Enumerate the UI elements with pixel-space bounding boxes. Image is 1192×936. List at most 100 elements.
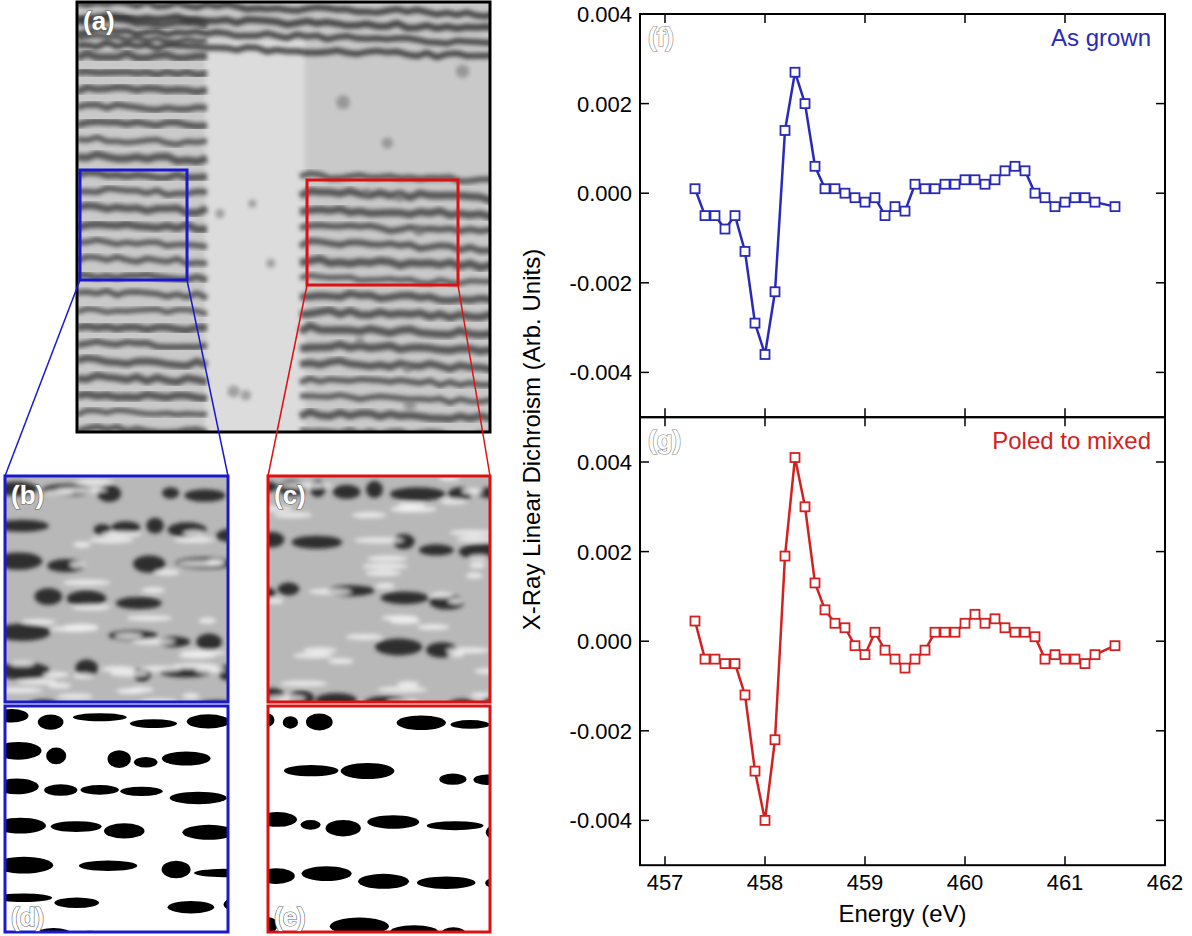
panel-letter: (g) [648, 425, 681, 455]
texture [390, 487, 445, 501]
texture [377, 687, 427, 693]
texture [300, 361, 490, 369]
texture [300, 259, 490, 268]
texture [362, 563, 408, 569]
texture [51, 821, 102, 832]
data-point [1081, 193, 1090, 202]
texture [216, 528, 228, 543]
texture [456, 64, 469, 77]
y-tick-label: 0.000 [577, 181, 632, 206]
texture [330, 918, 389, 932]
zoom-line [458, 285, 490, 476]
texture [241, 390, 251, 400]
panel-title: As grown [1051, 24, 1151, 51]
data-point [1051, 202, 1060, 211]
texture [341, 763, 395, 779]
data-point [1091, 198, 1100, 207]
texture [5, 479, 228, 702]
texture [77, 309, 207, 314]
texture [268, 598, 283, 604]
texture [89, 537, 134, 543]
panel-border [77, 2, 490, 432]
texture [394, 192, 404, 202]
texture [79, 861, 138, 871]
texture [57, 693, 93, 699]
texture [446, 647, 490, 653]
y-tick [640, 820, 649, 822]
series-line [695, 72, 1115, 354]
texture [116, 688, 142, 694]
texture [382, 137, 393, 148]
texture [162, 861, 191, 878]
texture [46, 748, 66, 765]
data-point [811, 578, 820, 587]
texture [248, 199, 256, 207]
x-tick-label: 461 [1047, 870, 1084, 895]
texture [283, 716, 298, 729]
texture [162, 752, 211, 766]
texture [22, 619, 56, 625]
panel-border [5, 476, 228, 702]
texture [268, 532, 284, 548]
data-point [951, 628, 960, 637]
texture [402, 506, 436, 512]
texture [174, 537, 214, 543]
texture [35, 588, 63, 605]
data-point [1061, 655, 1070, 664]
texture [66, 591, 106, 607]
background [268, 706, 490, 932]
texture [175, 557, 228, 569]
texture [80, 785, 118, 795]
panel-title: Poled to mixed [992, 427, 1151, 454]
micrograph [268, 706, 490, 932]
texture [352, 512, 387, 518]
texture [328, 658, 354, 664]
texture [43, 672, 69, 678]
texture [177, 561, 224, 567]
zoom-line [5, 280, 80, 476]
x-tick-label: 458 [747, 870, 784, 895]
texture [5, 687, 43, 693]
data-point [1031, 189, 1040, 198]
texture [77, 2, 490, 16]
texture [414, 226, 424, 236]
texture [358, 874, 409, 889]
y-tick [640, 372, 649, 374]
data-point [1041, 655, 1050, 664]
data-point [1021, 166, 1030, 175]
texture [130, 719, 177, 728]
texture [182, 693, 199, 699]
data-point [751, 319, 760, 328]
x-tick [964, 417, 966, 426]
texture [154, 569, 179, 575]
texture [77, 154, 207, 161]
x-tick [864, 14, 866, 23]
texture [365, 570, 401, 576]
x-tick-label: 457 [647, 870, 684, 895]
texture [439, 774, 466, 785]
texture [419, 544, 454, 555]
texture [300, 225, 490, 233]
data-point [841, 189, 850, 198]
y-tick [1156, 192, 1165, 194]
texture [390, 618, 421, 624]
texture [228, 385, 240, 397]
texture [9, 661, 34, 667]
y-tick [1156, 103, 1165, 105]
data-point [851, 641, 860, 650]
zoom-box [80, 170, 187, 280]
y-tick [1156, 282, 1165, 284]
texture [300, 412, 490, 419]
micrograph [268, 476, 490, 702]
texture [179, 653, 216, 659]
texture [183, 530, 206, 536]
texture [77, 15, 490, 28]
texture [280, 681, 328, 687]
texture [473, 774, 490, 785]
data-point [921, 646, 930, 655]
texture [5, 742, 42, 760]
data-point [811, 162, 820, 171]
texture [77, 122, 207, 127]
texture [346, 634, 383, 640]
texture [142, 587, 165, 593]
